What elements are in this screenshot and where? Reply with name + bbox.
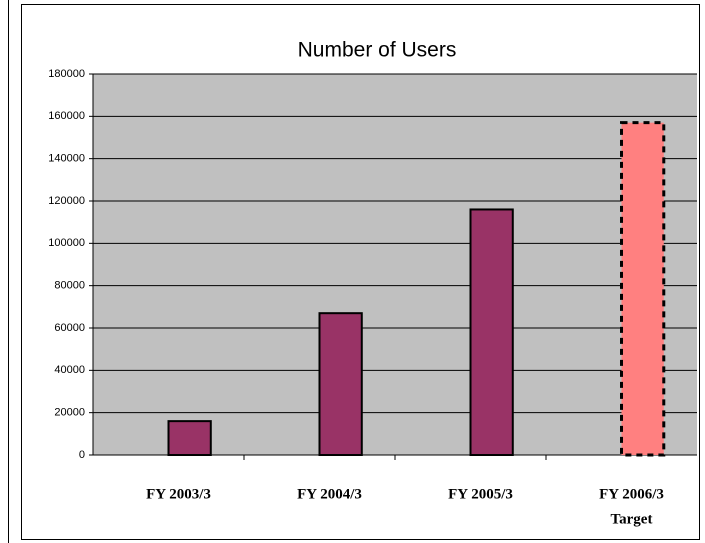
y-tick-label: 80000: [54, 280, 85, 292]
annotation: Target: [611, 511, 653, 527]
bar: [318, 312, 363, 456]
x-tick-label: FY 2003/3: [146, 486, 211, 502]
y-tick-label: 40000: [54, 364, 85, 376]
x-tick-label: FY 2005/3: [448, 486, 513, 502]
bar: [167, 420, 212, 456]
y-tick-label: 20000: [54, 407, 85, 419]
y-tick-label: 180000: [48, 68, 85, 80]
x-tick-label: FY 2006/3: [599, 486, 664, 502]
chart-title: Number of Users: [298, 39, 457, 62]
plot-area: [93, 74, 697, 455]
y-tick-label: 0: [79, 449, 85, 461]
bar: [469, 208, 514, 456]
y-tick-label: 140000: [48, 153, 85, 165]
y-tick-label: 60000: [54, 322, 85, 334]
y-tick-label: 120000: [48, 195, 85, 207]
x-tick-label: FY 2004/3: [297, 486, 362, 502]
bar: [620, 121, 666, 457]
y-tick-label: 100000: [48, 237, 85, 249]
y-tick-label: 160000: [48, 110, 85, 122]
